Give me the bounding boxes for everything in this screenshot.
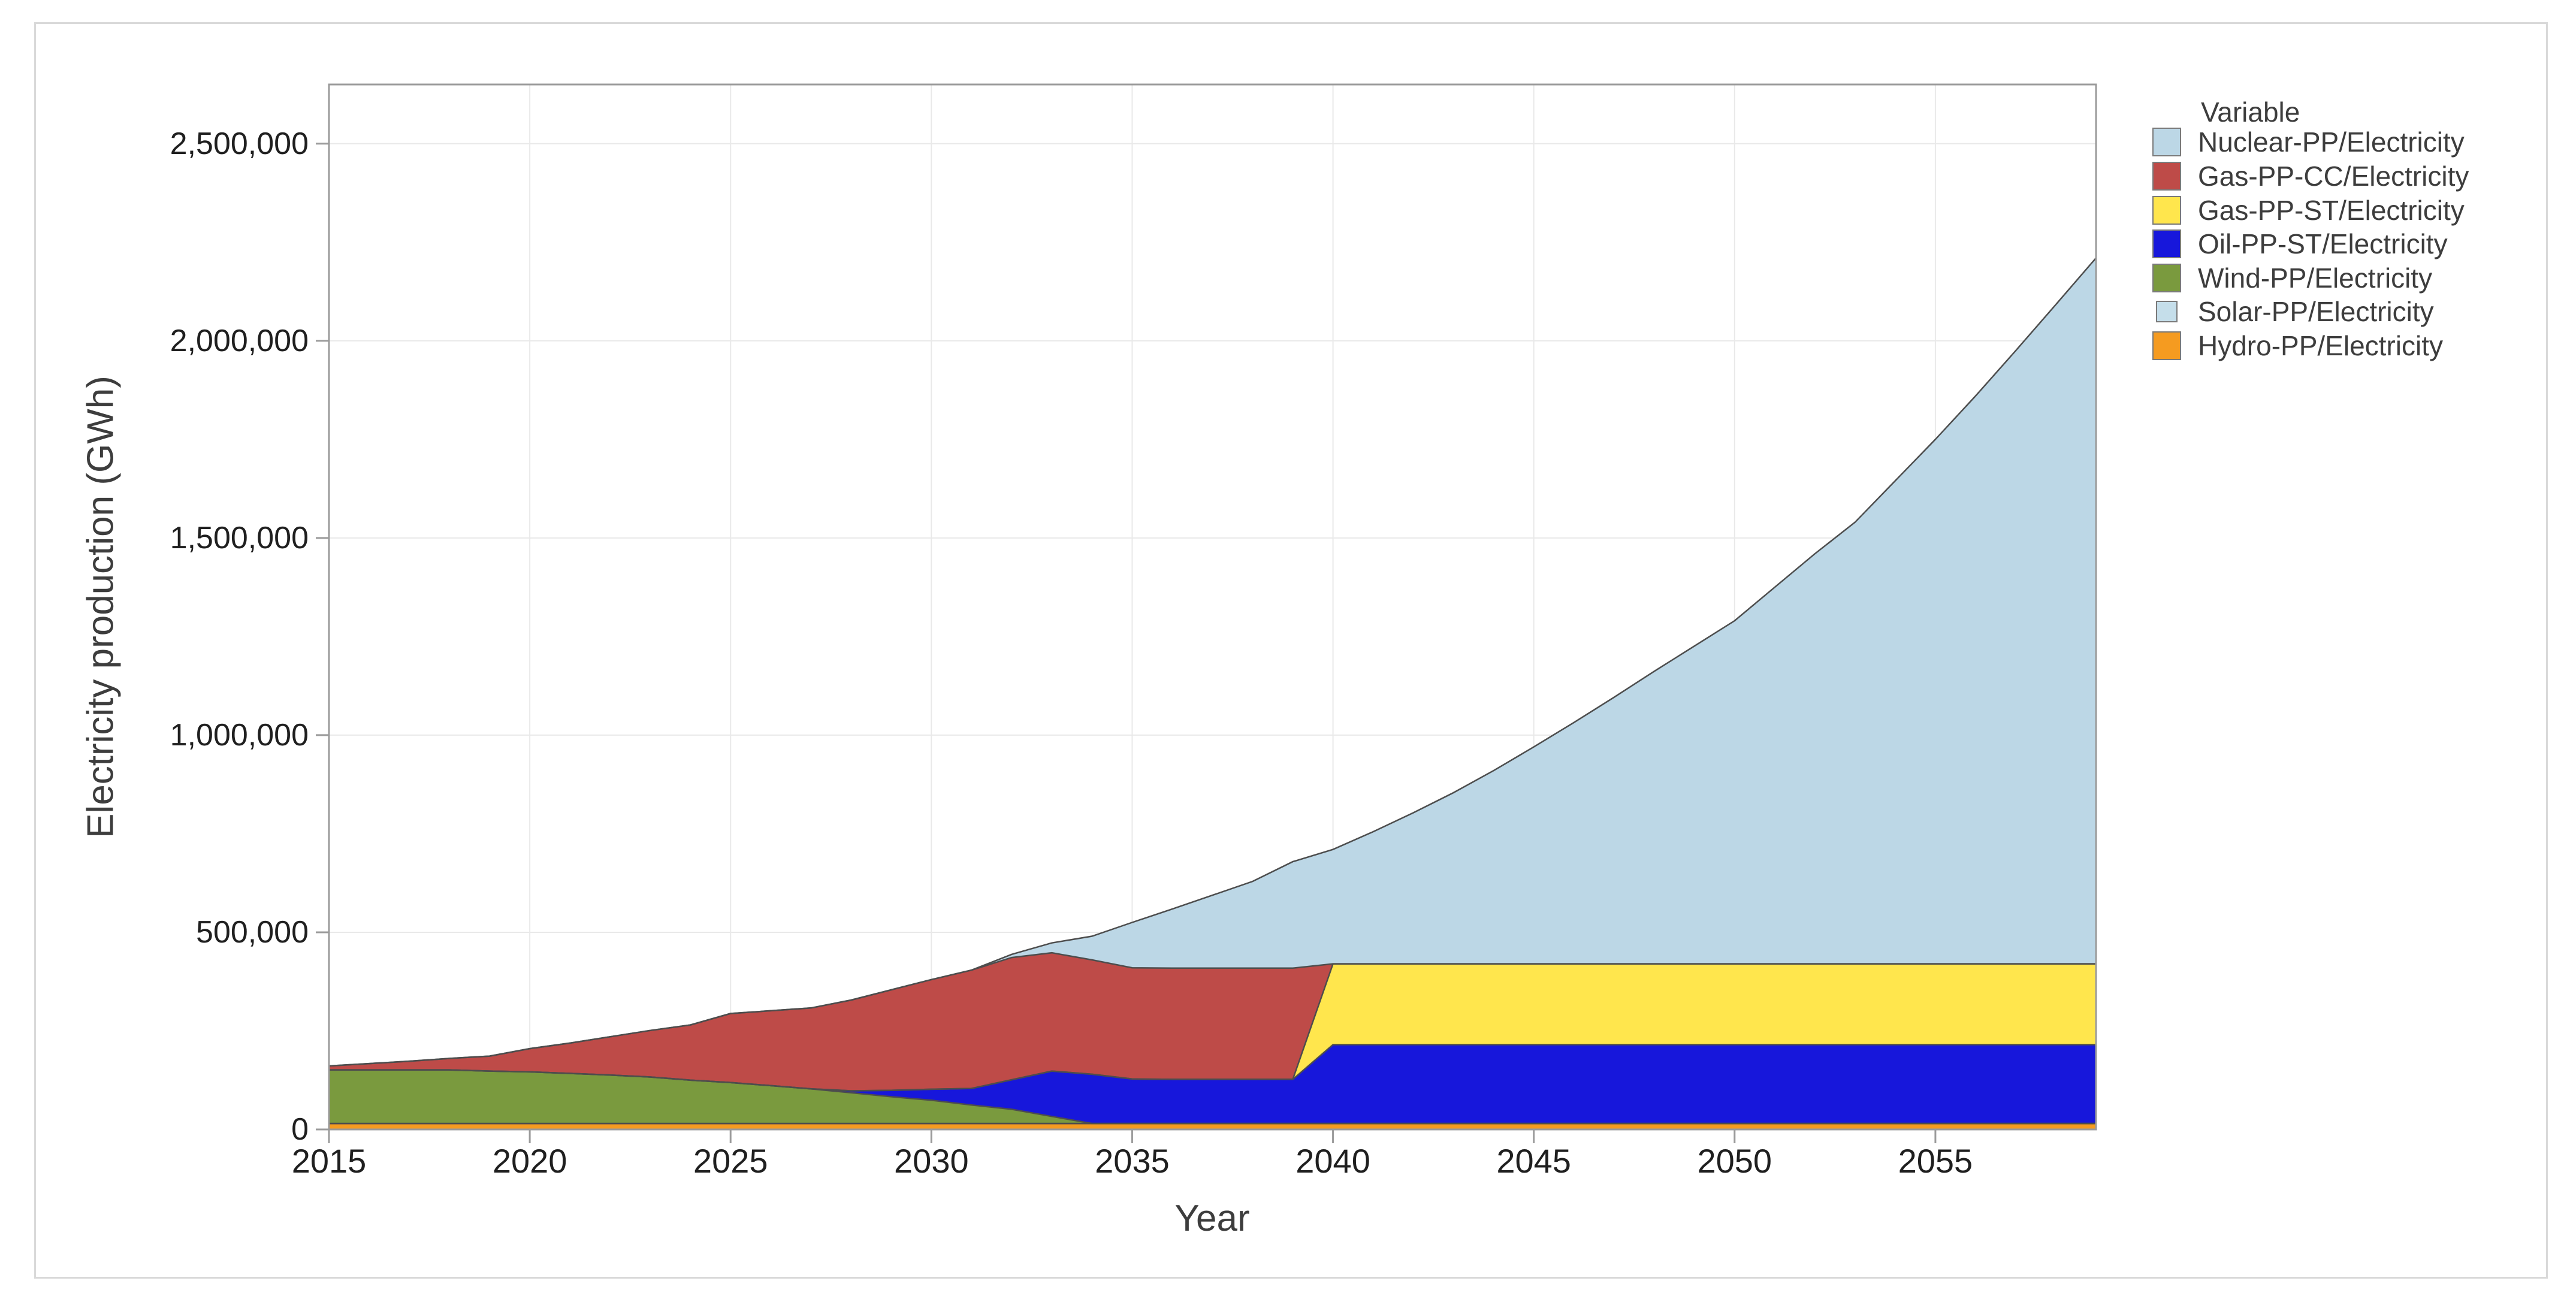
y-tick-label: 1,500,000 (170, 520, 309, 555)
swatch-box (2152, 297, 2181, 326)
x-tick-label: 2020 (492, 1142, 567, 1180)
legend-item-wind-pp: Wind-PP/Electricity (2152, 260, 2432, 296)
wind-pp-color-swatch-icon (2152, 264, 2181, 292)
legend-item-oil-pp-st: Oil-PP-ST/Electricity (2152, 226, 2448, 262)
swatch-box (2152, 196, 2181, 225)
swatch-box (2152, 331, 2181, 360)
plot-frame (328, 83, 2097, 1131)
x-tick-label: 2040 (1295, 1142, 1370, 1180)
legend-title: Variable (2201, 96, 2300, 128)
swatch-box (2152, 128, 2181, 156)
nuclear-pp-color-swatch-icon (2152, 128, 2181, 156)
area-layer-hydro-pp (329, 1123, 2096, 1129)
legend-item-label: Nuclear-PP/Electricity (2198, 126, 2465, 158)
x-tick-label: 2025 (693, 1142, 768, 1180)
legend-item-label: Gas-PP-CC/Electricity (2198, 161, 2469, 192)
y-tick-label: 0 (291, 1112, 309, 1147)
area-layer-gas-pp-cc (329, 953, 2096, 1091)
area-layer-wind-pp (329, 1070, 2096, 1124)
x-tick-label: 2050 (1697, 1142, 1772, 1180)
legend-item-label: Solar-PP/Electricity (2198, 296, 2434, 327)
legend-item-hydro-pp: Hydro-PP/Electricity (2152, 328, 2443, 364)
x-tick-label: 2045 (1496, 1142, 1571, 1180)
oil-pp-st-color-swatch-icon (2152, 229, 2181, 258)
y-tick-label: 2,500,000 (170, 126, 309, 161)
gas-pp-st-color-swatch-icon (2152, 196, 2181, 225)
x-tick-label: 2055 (1898, 1142, 1973, 1180)
hydro-pp-color-swatch-icon (2152, 331, 2181, 360)
y-tick-label: 500,000 (196, 914, 309, 950)
x-tick-label: 2035 (1095, 1142, 1170, 1180)
legend-item-gas-pp-st: Gas-PP-ST/Electricity (2152, 192, 2465, 228)
legend-item-label: Hydro-PP/Electricity (2198, 330, 2443, 361)
area-layer-oil-pp-st (329, 1044, 2096, 1124)
y-tick-label: 2,000,000 (170, 323, 309, 358)
swatch-box (2152, 162, 2181, 191)
legend-item-label: Gas-PP-ST/Electricity (2198, 195, 2465, 226)
swatch-box (2152, 264, 2181, 292)
x-tick-label: 2030 (894, 1142, 969, 1180)
swatch-box (2152, 229, 2181, 258)
legend-item-label: Oil-PP-ST/Electricity (2198, 228, 2448, 259)
legend-item-nuclear-pp: Nuclear-PP/Electricity (2152, 124, 2465, 160)
gas-pp-cc-color-swatch-icon (2152, 162, 2181, 191)
legend-item-solar-pp: Solar-PP/Electricity (2152, 294, 2434, 330)
layer-outline (328, 257, 2097, 1067)
y-axis-title: Electricity production (GWh) (80, 376, 122, 838)
x-axis-title: Year (1174, 1198, 1250, 1239)
x-tick-label: 2015 (291, 1142, 367, 1180)
legend-item-label: Wind-PP/Electricity (2198, 262, 2433, 294)
y-tick-label: 1,000,000 (170, 717, 309, 753)
solar-pp-color-swatch-icon (2156, 301, 2178, 322)
area-layer-nuclear-pp (329, 258, 2096, 1067)
area-layer-gas-pp-st (329, 963, 2096, 1091)
legend-item-gas-pp-cc: Gas-PP-CC/Electricity (2152, 158, 2469, 194)
